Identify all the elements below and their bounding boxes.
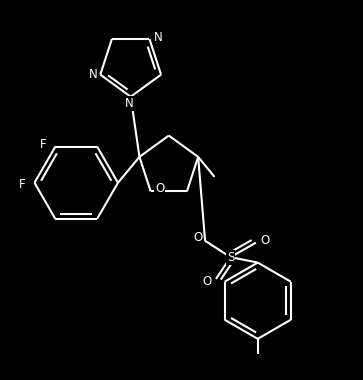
Text: O: O	[260, 234, 270, 247]
Text: N: N	[154, 31, 163, 44]
Text: O: O	[202, 276, 212, 288]
Text: O: O	[155, 182, 164, 195]
Text: O: O	[193, 231, 203, 244]
Text: F: F	[19, 178, 25, 191]
Text: N: N	[125, 97, 133, 110]
Text: N: N	[89, 68, 97, 81]
Text: S: S	[227, 251, 234, 264]
Text: F: F	[40, 138, 46, 151]
